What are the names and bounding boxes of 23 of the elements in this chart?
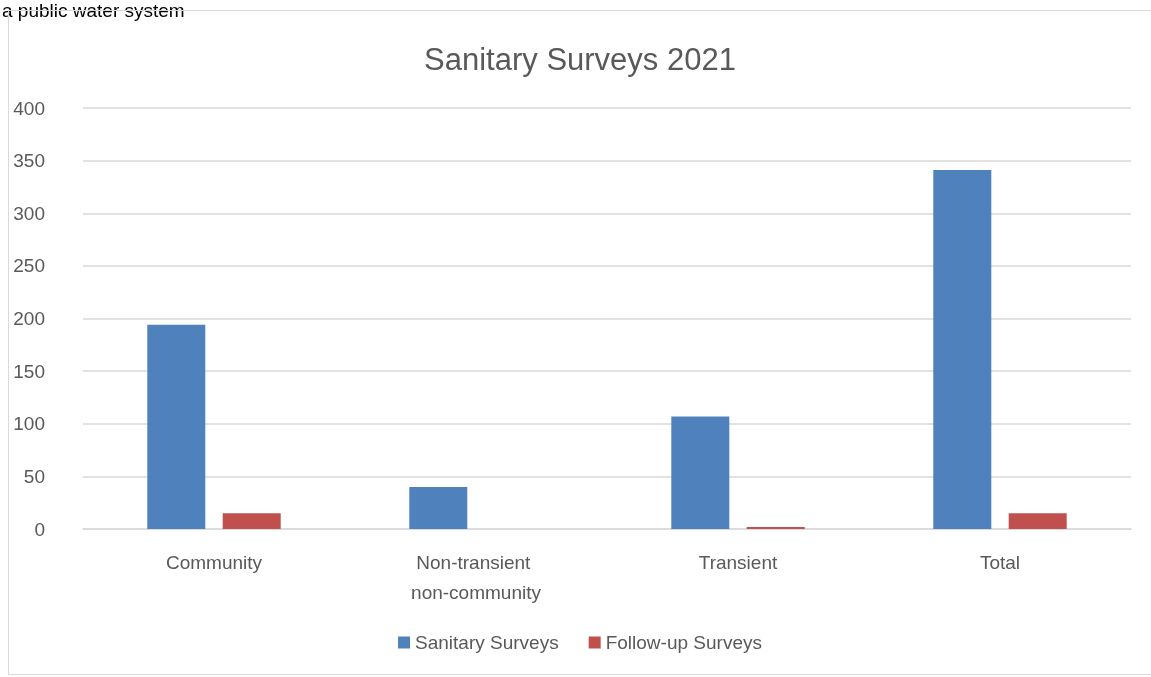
bar: [222, 513, 281, 529]
bar: [933, 170, 992, 529]
x-tick-label: Transient: [698, 551, 778, 573]
y-tick-label: 350: [13, 150, 45, 172]
y-tick-label: 400: [13, 97, 45, 119]
bar: [746, 526, 805, 529]
y-tick-label: 300: [13, 202, 45, 224]
x-tick-label: Total: [979, 551, 1021, 573]
bar: [671, 416, 730, 529]
x-tick-label: Non-transient non-community: [411, 551, 542, 603]
y-tick-label: 250: [13, 255, 45, 277]
x-tick-label: Community: [165, 551, 263, 573]
legend-label: Follow-up Surveys: [605, 632, 762, 653]
y-tick-label: 0: [34, 518, 45, 540]
bar: [1008, 513, 1067, 529]
bar: [409, 486, 468, 529]
legend-label: Sanitary Surveys: [415, 632, 559, 653]
y-tick-label: 150: [13, 360, 45, 382]
y-tick-label: 200: [13, 308, 45, 329]
bar: [147, 324, 206, 529]
y-tick-label: 100: [13, 413, 45, 435]
chart-title: Sanitary Surveys 2021: [424, 42, 736, 77]
y-tick-label: 50: [23, 465, 45, 487]
